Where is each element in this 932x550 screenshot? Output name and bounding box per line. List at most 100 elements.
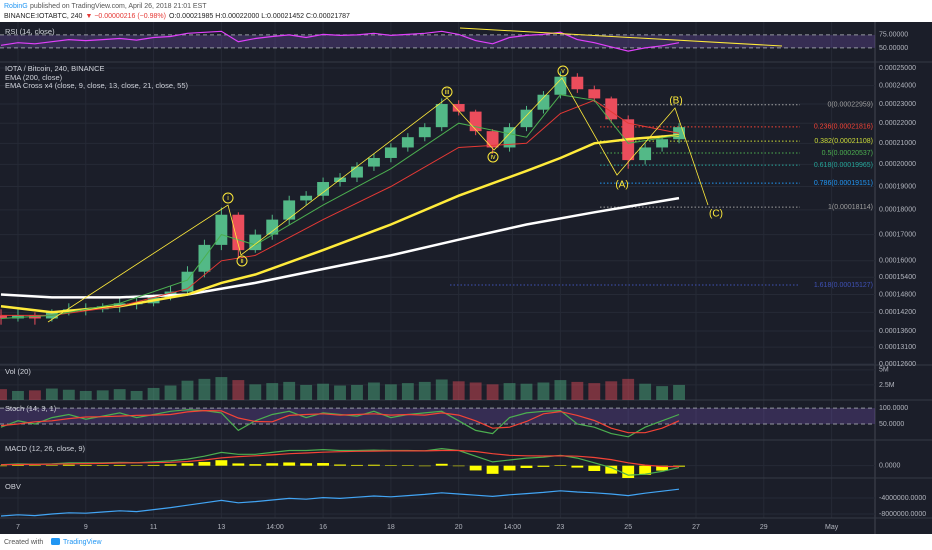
- wave-circle: [222, 192, 234, 204]
- bar: [656, 386, 669, 400]
- y-tick-label: 0.00015400: [879, 274, 916, 281]
- wave-label: iv: [490, 154, 496, 161]
- candle-body: [520, 109, 533, 128]
- bar: [147, 387, 160, 400]
- candle-body: [351, 166, 363, 178]
- candle-body: [198, 244, 211, 272]
- candle-body: [12, 315, 24, 319]
- bar: [418, 381, 431, 400]
- bar: [28, 465, 41, 466]
- bar: [317, 463, 330, 466]
- bar: [249, 464, 262, 466]
- wave-circle: [557, 65, 569, 77]
- wave-label: (C): [709, 209, 723, 220]
- panel-title: OBV: [5, 482, 21, 491]
- change: ▼ −0.00000216 (−0.98%): [85, 13, 166, 20]
- candle-body: [452, 104, 465, 112]
- fib-label: 1(0.00018114): [828, 204, 873, 211]
- candle-body: [554, 76, 567, 95]
- bar: [605, 465, 618, 474]
- fib-label: 0.382(0.00021108): [814, 138, 873, 145]
- x-tick-label: May: [825, 524, 839, 531]
- y-tick-label: 0.00018000: [879, 207, 916, 214]
- bar: [130, 390, 143, 400]
- x-tick-label: 9: [84, 524, 88, 531]
- bar: [130, 465, 143, 466]
- study-label: EMA Cross x4 (close, 9, close, 13, close…: [5, 81, 188, 90]
- bar: [215, 377, 228, 400]
- bar: [384, 384, 397, 400]
- bar: [181, 380, 194, 400]
- candle-body: [537, 94, 550, 110]
- bar: [401, 383, 414, 400]
- bar: [571, 465, 584, 468]
- x-tick-label: 20: [455, 524, 463, 531]
- bar: [249, 384, 262, 400]
- bar: [673, 384, 685, 400]
- author[interactable]: RobinG: [4, 3, 28, 10]
- bar: [368, 382, 380, 400]
- bar: [215, 460, 228, 466]
- wave-line: [47, 77, 709, 323]
- published: published on TradingView.com, April 26, …: [30, 3, 207, 10]
- wave-label: (A): [615, 180, 628, 191]
- footer-created: Created with: [4, 539, 43, 546]
- wave-labels: i ii iii iv v (A) (B) (C): [222, 65, 723, 267]
- footer-brand[interactable]: TradingView: [63, 539, 102, 546]
- candle-body: [266, 219, 279, 235]
- x-tick-label: 13: [217, 524, 225, 531]
- candle-body: [571, 76, 584, 90]
- bar: [435, 463, 448, 466]
- bar: [622, 465, 635, 478]
- study-label: EMA (200, close): [5, 73, 63, 82]
- y-tick-label: 0.00014800: [879, 291, 916, 298]
- bar: [96, 390, 109, 400]
- series-line: [0, 488, 680, 517]
- panel-title: Stoch (14, 3, 1): [5, 404, 57, 413]
- bar: [334, 385, 346, 400]
- bar: [12, 390, 24, 400]
- candle-body: [368, 157, 380, 167]
- y-tick-label: 0.00020000: [879, 161, 916, 168]
- bar: [266, 463, 279, 466]
- candle-body: [503, 127, 516, 148]
- x-tick-label: 27: [692, 524, 700, 531]
- bar: [79, 464, 92, 466]
- bar: [45, 388, 58, 400]
- bar: [317, 383, 330, 400]
- x-tick-label: 7: [16, 524, 20, 531]
- candle-body: [384, 147, 397, 158]
- candle-body: [673, 127, 685, 140]
- candle-body: [181, 271, 194, 292]
- bar: [469, 382, 482, 400]
- y-tick-label: 50.00000: [879, 45, 908, 52]
- bar: [673, 465, 685, 467]
- footer-bg: [0, 534, 932, 550]
- bar: [368, 464, 380, 466]
- bar: [62, 389, 75, 400]
- bar: [452, 465, 465, 467]
- y-tick-label: 0.00017000: [879, 231, 916, 238]
- logo: [51, 538, 60, 545]
- bar: [435, 379, 448, 400]
- wave-circle: [236, 255, 248, 267]
- bar: [520, 383, 533, 400]
- bar: [537, 465, 550, 467]
- y-tick-label: 0.00016000: [879, 258, 916, 265]
- symbol: BINANCE:IOTABTC, 240: [4, 13, 83, 20]
- bar: [300, 463, 313, 466]
- bar: [164, 385, 177, 400]
- fib-label: 0(0.00022959): [827, 102, 873, 109]
- wave-circle: [487, 151, 499, 163]
- bar: [96, 465, 109, 466]
- bar: [113, 464, 126, 466]
- panel-title: MACD (12, 26, close, 9): [5, 444, 86, 453]
- bar: [181, 463, 194, 466]
- ohlc: O:0.00021985 H:0.00022000 L:0.00021452 C…: [169, 13, 350, 20]
- y-tick-label: 0.00021000: [879, 140, 916, 147]
- panel-title: RSI (14, close): [5, 27, 55, 36]
- candle-body: [401, 137, 414, 148]
- candle-body: [300, 195, 313, 201]
- y-tick-label: 0.00023000: [879, 101, 916, 108]
- fib-label: 0.786(0.00019151): [814, 180, 873, 187]
